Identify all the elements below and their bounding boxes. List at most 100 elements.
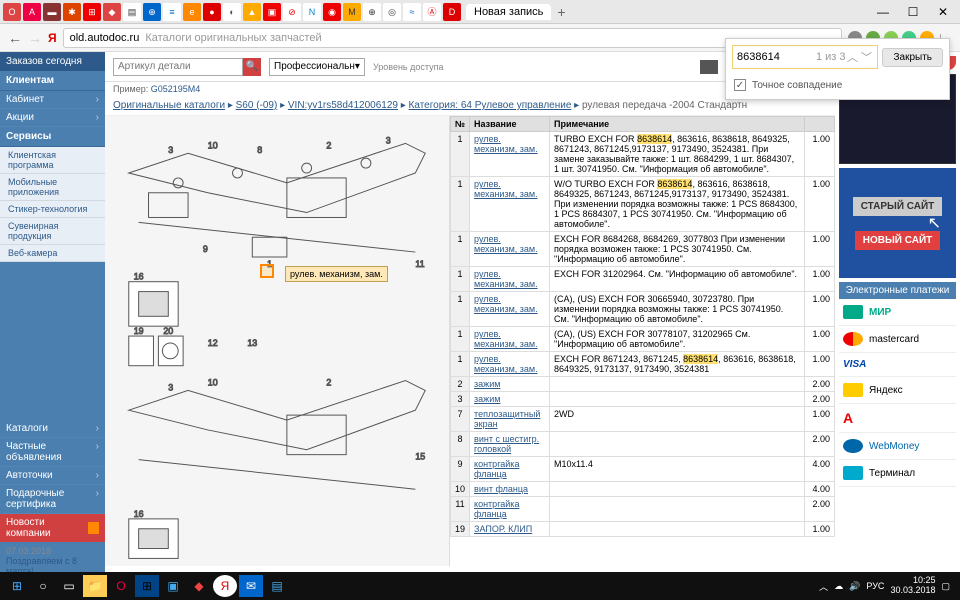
- part-link[interactable]: рулев. механизм, зам.: [474, 179, 538, 199]
- tab-icon[interactable]: ⊕: [363, 3, 381, 21]
- menu-actions[interactable]: Акции: [0, 109, 105, 127]
- garage-icon[interactable]: [700, 60, 718, 74]
- sub-webcam[interactable]: Веб-камера: [0, 245, 105, 262]
- part-link[interactable]: зажим: [474, 379, 500, 389]
- sub-sticker[interactable]: Стикер-технология: [0, 201, 105, 218]
- table-row[interactable]: 1рулев. механизм, зам.EXCH FOR 8671243, …: [451, 352, 835, 377]
- tray-volume[interactable]: 🔊: [849, 581, 860, 592]
- table-row[interactable]: 1рулев. механизм, зам.W/O TURBO EXCH FOR…: [451, 177, 835, 232]
- crumb[interactable]: VIN:yv1rs58d412006129: [288, 100, 398, 111]
- sub-client-prog[interactable]: Клиентская программа: [0, 147, 105, 174]
- notif-icon[interactable]: ▢: [941, 581, 950, 592]
- crumb[interactable]: Категория: 64 Рулевое управление: [409, 100, 572, 111]
- active-tab[interactable]: Новая запись: [466, 4, 551, 20]
- tab-icon[interactable]: D: [443, 3, 461, 21]
- search-button[interactable]: 🔍: [243, 58, 261, 76]
- clock-date[interactable]: 30.03.2018: [890, 586, 935, 596]
- part-link[interactable]: рулев. механизм, зам.: [474, 294, 538, 314]
- app-icon[interactable]: ▣: [161, 575, 185, 597]
- part-link[interactable]: рулев. механизм, зам.: [474, 329, 538, 349]
- pay-yandex[interactable]: Яндекс: [839, 377, 956, 404]
- pay-webmoney[interactable]: WebMoney: [839, 433, 956, 460]
- tab-icon[interactable]: ▲: [243, 3, 261, 21]
- close-button[interactable]: ✕: [928, 0, 958, 24]
- part-link[interactable]: рулев. механизм, зам.: [474, 234, 538, 254]
- new-site-button[interactable]: НОВЫЙ САЙТ: [855, 231, 940, 250]
- part-link[interactable]: рулев. механизм, зам.: [474, 269, 538, 289]
- sub-mobile[interactable]: Мобильные приложения: [0, 174, 105, 201]
- table-row[interactable]: 1рулев. механизм, зам.TURBO EXCH FOR 863…: [451, 132, 835, 177]
- pro-dropdown[interactable]: Профессиональн ▾: [269, 58, 365, 76]
- tab-icon[interactable]: ◉: [323, 3, 341, 21]
- table-row[interactable]: 3зажим2.00: [451, 392, 835, 407]
- app-explorer[interactable]: 📁: [83, 575, 107, 597]
- tab-icon[interactable]: ▤: [123, 3, 141, 21]
- search-icon[interactable]: ○: [31, 575, 55, 597]
- tray-up[interactable]: ︿: [819, 580, 828, 593]
- back-button[interactable]: ←: [8, 30, 22, 46]
- yandex-icon[interactable]: Я: [48, 31, 57, 45]
- sub-souvenir[interactable]: Сувенирная продукция: [0, 218, 105, 245]
- crumb[interactable]: S60 (-09): [236, 100, 278, 111]
- part-search-input[interactable]: [113, 58, 243, 76]
- part-link[interactable]: винт фланца: [474, 484, 528, 494]
- tab-icon[interactable]: ⊞: [83, 3, 101, 21]
- part-link[interactable]: рулев. механизм, зам.: [474, 134, 538, 154]
- pay-visa[interactable]: VISA: [839, 353, 956, 377]
- menu-gifts[interactable]: Подарочные сертифика: [0, 485, 105, 514]
- part-link[interactable]: контргайка фланца: [474, 499, 519, 519]
- tab-icon[interactable]: e: [183, 3, 201, 21]
- part-link[interactable]: теплозащитный экран: [474, 409, 540, 429]
- forward-button[interactable]: →: [28, 30, 42, 46]
- minimize-button[interactable]: —: [868, 0, 898, 24]
- table-row[interactable]: 2зажим2.00: [451, 377, 835, 392]
- tab-icon[interactable]: ≡: [163, 3, 181, 21]
- tab-icon[interactable]: A: [23, 3, 41, 21]
- find-prev[interactable]: ︿: [845, 49, 859, 65]
- menu-private[interactable]: Частные объявления: [0, 438, 105, 467]
- table-row[interactable]: 1рулев. механизм, зам.(CA), (US) EXCH FO…: [451, 327, 835, 352]
- table-row[interactable]: 8винт с шестигр. головкой2.00: [451, 432, 835, 457]
- app-opera[interactable]: О: [109, 575, 133, 597]
- tray-lang[interactable]: РУС: [866, 581, 884, 591]
- app-outlook[interactable]: ✉: [239, 575, 263, 597]
- menu-cabinet[interactable]: Кабинет: [0, 91, 105, 109]
- menu-autopoints[interactable]: Автоточки: [0, 467, 105, 485]
- start-button[interactable]: ⊞: [5, 575, 29, 597]
- tab-icon[interactable]: ≈: [403, 3, 421, 21]
- find-close-button[interactable]: Закрыть: [882, 48, 943, 67]
- table-row[interactable]: 19ЗАПОР. КЛИП1.00: [451, 522, 835, 537]
- parts-diagram[interactable]: рулев. механизм, зам. 16: [105, 116, 450, 566]
- part-link[interactable]: рулев. механизм, зам.: [474, 354, 538, 374]
- tab-icon[interactable]: ⊕: [143, 3, 161, 21]
- tab-icon[interactable]: ✱: [63, 3, 81, 21]
- app-icon[interactable]: ⊞: [135, 575, 159, 597]
- pay-terminal[interactable]: Терминал: [839, 460, 956, 487]
- table-row[interactable]: 11контргайка фланца2.00: [451, 497, 835, 522]
- part-link[interactable]: ЗАПОР. КЛИП: [474, 524, 532, 534]
- app-icon[interactable]: ◆: [187, 575, 211, 597]
- menu-clients[interactable]: Клиентам: [0, 71, 105, 91]
- menu-services[interactable]: Сервисы: [0, 127, 105, 147]
- tab-icon[interactable]: ●: [203, 3, 221, 21]
- part-link[interactable]: винт с шестигр. головкой: [474, 434, 539, 454]
- table-row[interactable]: 7теплозащитный экран2WD1.00: [451, 407, 835, 432]
- find-next[interactable]: ﹀: [859, 49, 873, 65]
- tray-cloud[interactable]: ☁: [834, 581, 843, 592]
- task-view[interactable]: ▭: [57, 575, 81, 597]
- rss-icon[interactable]: [88, 522, 99, 534]
- table-row[interactable]: 1рулев. механизм, зам.EXCH FOR 31202964.…: [451, 267, 835, 292]
- app-icon[interactable]: ▤: [265, 575, 289, 597]
- exact-match-checkbox[interactable]: ✓: [734, 79, 746, 91]
- tab-icon[interactable]: О: [3, 3, 21, 21]
- table-row[interactable]: 9контргайка фланцаM10x11.44.00: [451, 457, 835, 482]
- crumb[interactable]: Оригинальные каталоги: [113, 100, 225, 111]
- tab-icon[interactable]: ▣: [263, 3, 281, 21]
- part-link[interactable]: зажим: [474, 394, 500, 404]
- pay-alfa[interactable]: А: [839, 404, 956, 433]
- tab-icon[interactable]: ◆: [103, 3, 121, 21]
- tab-icon[interactable]: M: [343, 3, 361, 21]
- pay-mir[interactable]: МИР: [839, 299, 956, 326]
- table-row[interactable]: 10винт фланца4.00: [451, 482, 835, 497]
- new-tab-button[interactable]: +: [557, 4, 565, 20]
